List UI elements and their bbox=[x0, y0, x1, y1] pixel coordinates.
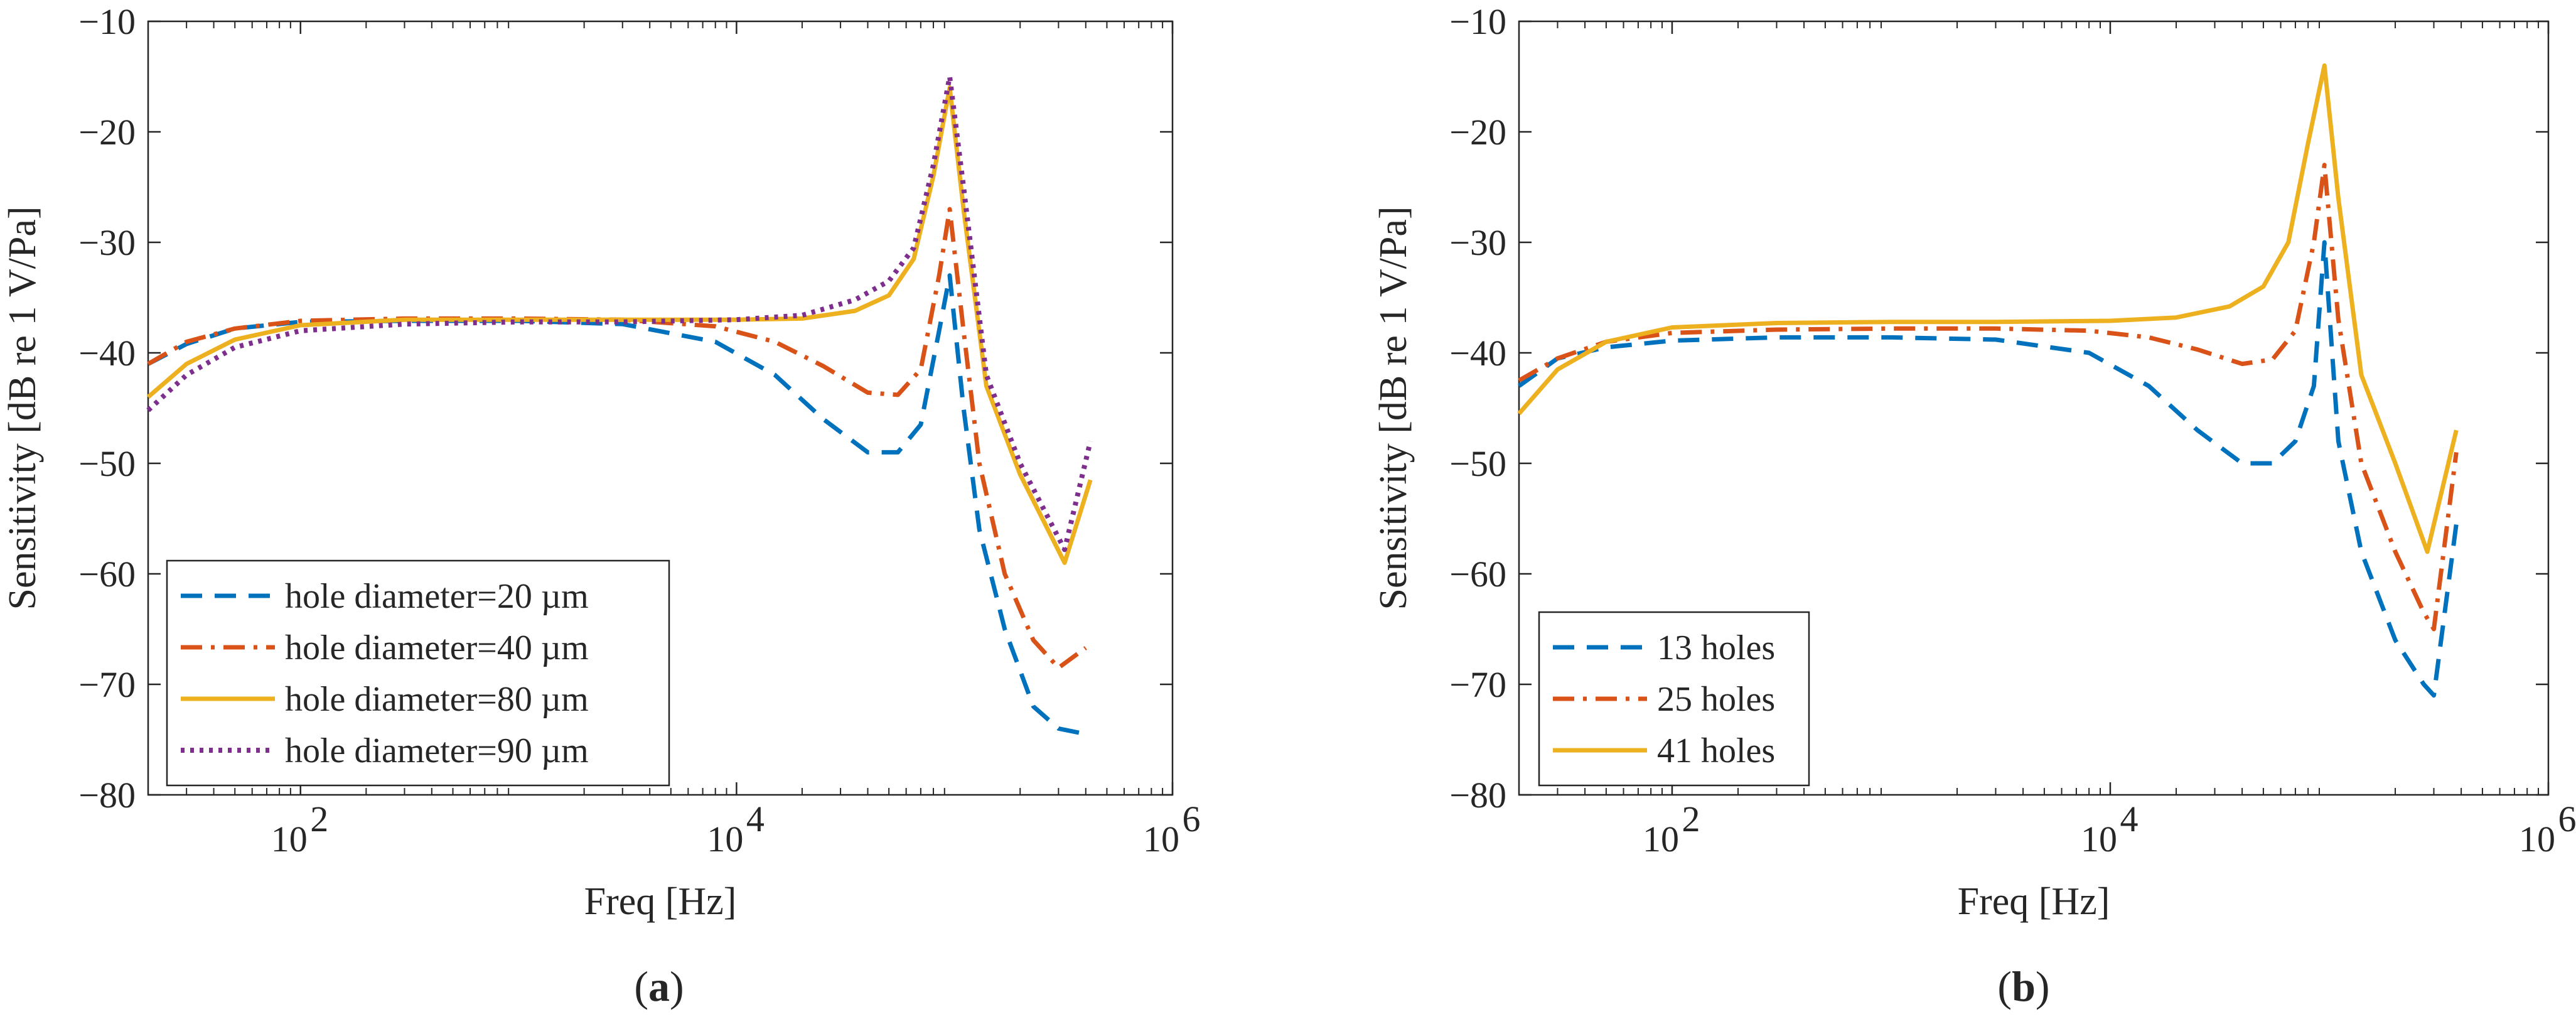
legend-label: hole diameter=80 µm bbox=[285, 680, 589, 719]
legend-item: hole diameter=80 µm bbox=[181, 680, 589, 719]
legend-item: 25 holes bbox=[1553, 680, 1775, 719]
series-group bbox=[1517, 63, 2459, 698]
y-tick-label: −30 bbox=[78, 222, 136, 263]
series-line-3 bbox=[146, 85, 1093, 565]
legend: hole diameter=20 µm hole diameter=40 µm ho… bbox=[166, 559, 670, 787]
y-tick-label: −60 bbox=[78, 554, 136, 595]
x-tick-label: 10 2 bbox=[1643, 799, 1700, 860]
y-tick-label: −70 bbox=[1449, 664, 1506, 705]
y-tick-label: −70 bbox=[78, 664, 136, 705]
y-tick-label: −60 bbox=[1449, 554, 1506, 595]
y-axis-label: Sensitivity [dB re 1 V/Pa] bbox=[1, 207, 44, 610]
legend-label: 41 holes bbox=[1657, 731, 1775, 770]
series-line-1 bbox=[147, 273, 1087, 736]
panel-label-letter: a bbox=[648, 962, 670, 1010]
x-tick-base: 10 bbox=[2081, 819, 2117, 860]
y-tick-label: −30 bbox=[1449, 222, 1506, 263]
legend-item: 41 holes bbox=[1553, 731, 1775, 770]
x-tick-base: 10 bbox=[1643, 819, 1679, 860]
y-tick-label: −40 bbox=[78, 333, 136, 374]
series-line-2 bbox=[1518, 163, 2459, 632]
legend-item: 13 holes bbox=[1553, 628, 1775, 667]
y-tick-label: −50 bbox=[1449, 443, 1506, 484]
x-axis-label: Freq [Hz] bbox=[584, 880, 737, 923]
panel-label-open: ( bbox=[634, 962, 648, 1010]
y-tick-label: −10 bbox=[1449, 1, 1506, 42]
legend-item: hole diameter=20 µm bbox=[181, 577, 589, 616]
x-tick-exponent: 4 bbox=[2120, 799, 2138, 839]
series-line-1 bbox=[1517, 240, 2459, 698]
x-tick-exponent: 2 bbox=[310, 799, 328, 839]
panel-label-open: ( bbox=[1997, 962, 2012, 1010]
legend-box bbox=[166, 559, 670, 787]
panel-label-close: ) bbox=[670, 962, 684, 1010]
x-tick-base: 10 bbox=[271, 819, 308, 860]
y-tick-label: −80 bbox=[78, 775, 136, 816]
panel-label-close: ) bbox=[2036, 962, 2050, 1010]
legend: 13 holes 25 holes 41 holes bbox=[1538, 611, 1810, 787]
series-line-3 bbox=[1517, 63, 2459, 554]
x-tick-label: 10 6 bbox=[1143, 799, 1201, 860]
x-tick-exponent: 6 bbox=[2558, 799, 2576, 839]
x-tick-label: 10 2 bbox=[271, 799, 329, 860]
panel-label: (b) bbox=[1997, 962, 2049, 1010]
y-axis-label: Sensitivity [dB re 1 V/Pa] bbox=[1372, 207, 1415, 610]
x-tick-base: 10 bbox=[1143, 819, 1179, 860]
panel-label: (a) bbox=[634, 962, 684, 1010]
x-tick-label: 10 4 bbox=[707, 799, 765, 860]
y-tick-label: −20 bbox=[1449, 112, 1506, 153]
y-tick-label: −50 bbox=[78, 443, 136, 484]
y-tick-label: −40 bbox=[1449, 333, 1506, 374]
legend-item: hole diameter=90 µm bbox=[181, 731, 589, 770]
legend-label: 13 holes bbox=[1657, 628, 1775, 667]
series-line-2 bbox=[147, 207, 1087, 671]
legend-item: hole diameter=40 µm bbox=[181, 628, 589, 667]
series-group bbox=[146, 74, 1093, 736]
x-tick-exponent: 2 bbox=[1682, 799, 1700, 839]
y-tick-label: −80 bbox=[1449, 775, 1506, 816]
x-tick-exponent: 6 bbox=[1183, 799, 1201, 839]
x-tick-label: 10 4 bbox=[2081, 799, 2139, 860]
legend-label: hole diameter=20 µm bbox=[285, 577, 589, 616]
x-tick-label: 10 6 bbox=[2519, 799, 2576, 860]
y-tick-label: −20 bbox=[78, 112, 136, 153]
legend-label: 25 holes bbox=[1657, 680, 1775, 719]
plot-area-frame bbox=[1518, 20, 2550, 796]
y-tick-label: −10 bbox=[78, 1, 136, 42]
series-line-4 bbox=[146, 74, 1093, 552]
legend-label: hole diameter=90 µm bbox=[285, 731, 589, 770]
x-axis-label: Freq [Hz] bbox=[1958, 880, 2110, 923]
legend-label: hole diameter=40 µm bbox=[285, 628, 589, 667]
x-tick-base: 10 bbox=[2519, 819, 2555, 860]
x-tick-exponent: 4 bbox=[746, 799, 765, 839]
panel-label-letter: b bbox=[2012, 962, 2036, 1010]
x-tick-base: 10 bbox=[707, 819, 743, 860]
